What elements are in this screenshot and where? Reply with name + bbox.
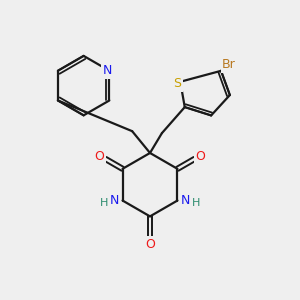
Text: O: O [94,150,104,164]
Text: N: N [181,194,190,207]
Text: H: H [100,197,108,208]
Text: O: O [196,150,206,164]
Text: S: S [173,77,181,90]
Text: N: N [103,64,112,77]
Text: N: N [110,194,119,207]
Text: H: H [192,197,200,208]
Text: O: O [145,238,155,250]
Text: Br: Br [222,58,236,71]
